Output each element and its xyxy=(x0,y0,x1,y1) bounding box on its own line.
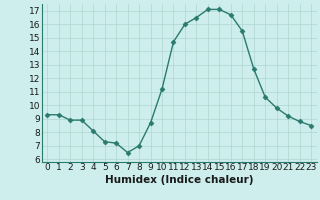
X-axis label: Humidex (Indice chaleur): Humidex (Indice chaleur) xyxy=(105,175,253,185)
